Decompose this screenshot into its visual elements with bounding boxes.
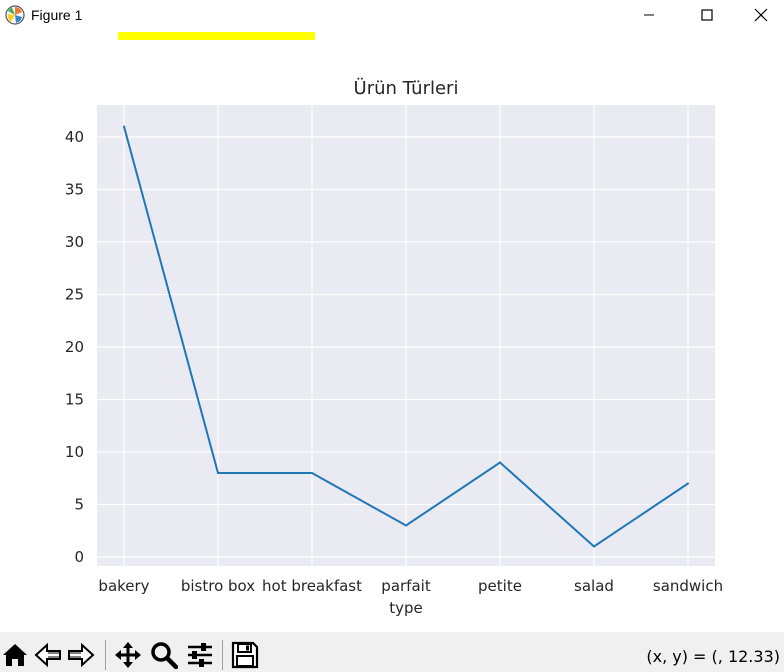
minimize-icon [644,14,654,16]
minimize-button[interactable] [626,0,672,30]
data-point [123,125,125,128]
y-tick-labels: 0 5 10 15 20 25 30 35 40 [65,128,84,566]
forward-icon [68,642,95,668]
x-tick-label: sandwich [653,577,723,595]
x-tick-label: parfait [381,577,431,595]
chart-title: Ürün Türleri [354,77,459,99]
data-point [405,524,407,527]
back-button[interactable] [34,641,62,669]
horizontal-grid [97,136,715,558]
matplotlib-logo-icon [5,5,25,25]
y-tick-label: 40 [65,128,84,146]
cursor-coordinates: (x, y) = (, 12.33) [646,647,780,666]
y-tick-label: 0 [74,548,84,566]
data-point [217,472,219,474]
save-icon [231,641,259,669]
y-tick-label: 20 [65,338,84,356]
window-title: Figure 1 [31,7,83,23]
y-tick-label: 5 [74,496,84,514]
save-button[interactable] [231,641,259,669]
x-tick-label: hot breakfast [262,577,362,595]
x-tick-label: petite [478,577,522,595]
x-tick-labels: bakery bistro box hot breakfast parfait peti… [98,577,723,595]
toolbar-separator [222,640,223,670]
home-icon [3,644,27,666]
maximize-icon [701,9,713,21]
line-chart: bakery bistro box hot breakfast parfait peti… [65,77,723,617]
data-point [593,545,595,548]
y-tick-label: 35 [65,181,84,199]
close-button[interactable] [738,0,784,30]
zoom-button[interactable] [150,641,178,669]
y-tick-label: 10 [65,443,84,461]
home-button[interactable] [1,641,29,669]
x-axis-label: type [389,599,423,617]
zoom-icon [151,642,178,669]
highlight-strip [118,32,315,40]
pan-icon [115,642,141,668]
x-tick-label: salad [574,577,614,595]
navigation-toolbar: (x, y) = (, 12.33) [0,632,784,672]
configure-subplots-button[interactable] [186,641,214,669]
close-icon [754,8,768,22]
maximize-button[interactable] [684,0,730,30]
forward-button[interactable] [67,641,95,669]
y-tick-label: 15 [65,391,84,409]
figure-canvas[interactable]: bakery bistro box hot breakfast parfait peti… [0,32,784,632]
x-tick-label: bakery [98,577,149,595]
configure-subplots-icon [188,643,212,667]
data-point [311,472,313,474]
back-icon [34,642,61,668]
pan-button[interactable] [114,641,142,669]
data-point [687,482,689,485]
y-tick-label: 25 [65,286,84,304]
x-tick-label: bistro box [181,577,255,595]
data-point [499,461,501,464]
window-titlebar: Figure 1 [0,0,784,32]
series-points [123,125,689,548]
toolbar-separator [105,640,106,670]
y-tick-label: 30 [65,233,84,251]
vertical-grid [123,105,689,566]
